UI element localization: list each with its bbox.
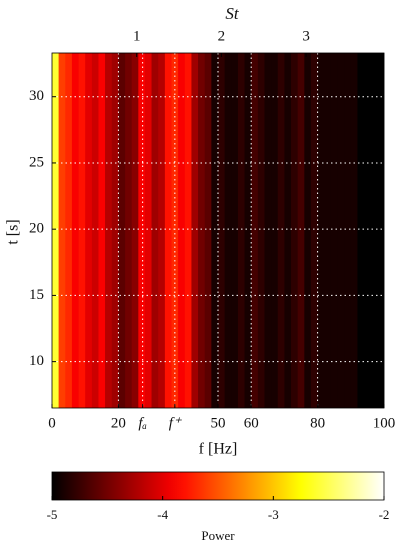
x2-axis-label: St: [225, 4, 240, 23]
heatmap-cell: [65, 53, 73, 408]
colorbar-tick-label: -5: [47, 507, 58, 522]
heatmap-cell: [91, 53, 99, 408]
heatmap-cell: [118, 53, 126, 408]
y-tick-label: 20: [29, 221, 44, 237]
heatmap-cell: [52, 53, 59, 408]
heatmap-cell: [364, 53, 372, 408]
heatmap-cell: [377, 53, 385, 408]
plot-frame: [51, 52, 385, 409]
heatmap-cell: [131, 53, 139, 408]
y-axis-label: t [s]: [5, 219, 22, 244]
y-tick-label: 25: [29, 154, 44, 170]
heatmap-cell: [78, 53, 86, 408]
x-tick-label: 50: [211, 415, 226, 431]
colorbar-label: Power: [201, 528, 235, 543]
y-tick-label: 15: [29, 287, 44, 303]
x-tick-label: 100: [373, 415, 396, 431]
heatmap-cell: [271, 53, 279, 408]
heatmap-cell: [58, 53, 66, 408]
x-tick-label: 20: [111, 415, 126, 431]
heatmap-cell: [211, 53, 219, 408]
heatmap-cell: [71, 53, 79, 408]
heatmap-cell: [317, 53, 325, 408]
heatmap-cell: [125, 53, 132, 408]
heatmap-cell: [231, 53, 239, 408]
heatmap-cell: [357, 53, 365, 408]
heatmap-cell: [330, 53, 338, 408]
heatmap-cell: [138, 53, 146, 408]
heatmap-cell: [237, 53, 245, 408]
heatmap-cell: [264, 53, 272, 408]
heatmap-cell: [191, 53, 199, 408]
x-tick-label: 0: [48, 415, 56, 431]
heatmap-cell: [204, 53, 212, 408]
heatmap-cell: [344, 53, 352, 408]
y-tick-label: 30: [29, 88, 44, 104]
heatmap-cell: [171, 53, 179, 408]
heatmap-cell: [257, 53, 265, 408]
colorbar-tick-label: -4: [157, 507, 168, 522]
heatmap-cell: [324, 53, 332, 408]
heatmap-cell: [277, 53, 285, 408]
colorbar-tick-label: -2: [379, 507, 390, 522]
heatmap-cell: [178, 53, 186, 408]
heatmap-cell: [198, 53, 206, 408]
x-tick-label: f⁺: [169, 415, 182, 431]
x-axis-label: f [Hz]: [199, 441, 238, 458]
y-tick-label: 10: [29, 353, 44, 369]
heatmap-cell: [184, 53, 192, 408]
x2-tick-label: 1: [133, 28, 141, 44]
heatmap-cell: [85, 53, 93, 408]
heatmap-cell: [158, 53, 166, 408]
heatmap-cell: [304, 53, 312, 408]
heatmap-cell: [284, 53, 292, 408]
heatmap-cell: [244, 53, 252, 408]
x2-tick-label: 3: [302, 28, 310, 44]
x-tick-label: 60: [244, 415, 259, 431]
heatmap-cell: [291, 53, 298, 408]
heatmap-cell: [370, 53, 378, 408]
heatmap-cell: [251, 53, 259, 408]
x2-tick-label: 2: [218, 28, 226, 44]
heatmap-cell: [151, 53, 159, 408]
x-tick-label: fₐ: [138, 415, 147, 431]
heatmap-cell: [297, 53, 305, 408]
heatmap-cell: [337, 53, 345, 408]
heatmap-cell: [105, 53, 113, 408]
heatmap-cell: [111, 53, 119, 408]
heatmap-cell: [218, 53, 225, 408]
colorbar-tick-label: -3: [268, 507, 279, 522]
heatmap-cell: [350, 53, 358, 408]
heatmap-cell: [310, 53, 318, 408]
colorbar: [51, 471, 385, 501]
heatmap-cell: [98, 53, 106, 408]
heatmap-cell: [164, 53, 172, 408]
heatmap-cell: [144, 53, 152, 408]
x-tick-label: 80: [310, 415, 325, 431]
heatmap-cell: [224, 53, 232, 408]
